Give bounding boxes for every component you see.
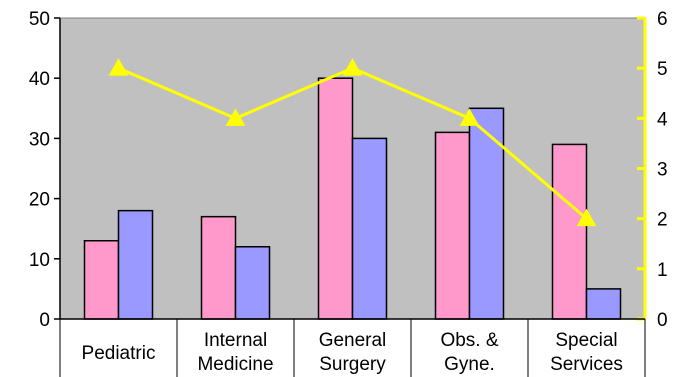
left-tick-label-1: 0	[39, 310, 50, 331]
left-tick-label-3: 20	[29, 190, 50, 211]
right-tick-label-5: 4	[657, 109, 668, 130]
right-tick-label-1: 0	[657, 310, 668, 331]
bar-series-1-1	[83, 239, 120, 320]
line-point-2	[225, 108, 246, 126]
right-tick-label-3: 2	[657, 210, 668, 231]
category-label-4: Obs. & Gyne.	[440, 330, 498, 375]
bar-series-1-2	[200, 215, 237, 320]
category-label-5: Special Services	[550, 330, 623, 375]
right-tick-label-7: 6	[657, 9, 668, 30]
category-label-2: Internal Medicine	[197, 330, 273, 375]
left-tick-label-5: 40	[29, 69, 50, 90]
right-tick-label-4: 3	[657, 160, 668, 181]
category-label-line: Obs. &	[440, 330, 498, 351]
bar-series-2-1	[117, 209, 154, 320]
bar-series-1-5	[551, 143, 588, 320]
category-label-line: Surgery	[319, 354, 386, 375]
bar-series-2-3	[351, 137, 388, 320]
category-label-line: General	[319, 330, 387, 351]
category-label-line: Pediatric	[82, 343, 156, 364]
bar-series-2-5	[585, 288, 622, 320]
bar-series-2-2	[234, 246, 271, 320]
right-tick-label-2: 1	[657, 260, 668, 281]
category-label-line: Services	[550, 354, 623, 375]
bar-series-1-3	[317, 77, 354, 320]
line-point-1	[108, 58, 129, 76]
category-label-line: Special	[555, 330, 617, 351]
category-label-3: General Surgery	[319, 330, 387, 375]
category-label-line: Gyne.	[444, 354, 495, 375]
line-point-5	[576, 208, 597, 227]
line-point-3	[342, 58, 363, 76]
bar-series-1-4	[434, 131, 471, 320]
bar-series-2-4	[468, 107, 505, 320]
left-tick-label-6: 50	[29, 9, 50, 30]
category-label-line: Medicine	[197, 354, 273, 375]
left-tick-label-4: 30	[29, 129, 50, 150]
left-tick-label-2: 10	[29, 250, 50, 271]
line-point-4	[459, 108, 480, 126]
right-tick-label-6: 5	[657, 59, 668, 80]
category-label-1: Pediatric	[82, 343, 156, 364]
category-label-line: Internal	[204, 330, 267, 351]
